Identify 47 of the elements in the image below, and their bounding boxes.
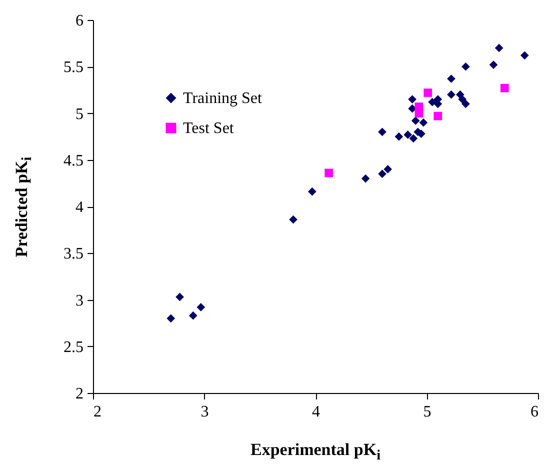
x-tick-label: 3 bbox=[200, 404, 209, 420]
point bbox=[384, 165, 392, 174]
legend-label: Training Set bbox=[183, 90, 263, 107]
y-tick-label: 3.5 bbox=[64, 246, 84, 263]
y-tick-label: 3 bbox=[76, 292, 84, 310]
point bbox=[361, 174, 370, 183]
point bbox=[196, 303, 206, 312]
x-axis-title: Experimental pK$_{i}$ bbox=[249, 440, 382, 464]
x-tick-label: 4 bbox=[312, 404, 320, 420]
x-tick-label: 6 bbox=[530, 404, 538, 420]
y-tick-label: 4 bbox=[76, 199, 84, 216]
point bbox=[188, 311, 198, 320]
y-tick-label: 5 bbox=[76, 106, 84, 123]
x-tick-label: 5 bbox=[423, 404, 432, 420]
y-tick-label: 6 bbox=[76, 12, 84, 30]
point bbox=[447, 90, 456, 99]
y-tick-label: 4.5 bbox=[64, 152, 84, 170]
point bbox=[378, 170, 386, 178]
point bbox=[458, 95, 467, 104]
point bbox=[428, 98, 436, 106]
point bbox=[411, 116, 420, 125]
point bbox=[434, 112, 442, 120]
point bbox=[409, 134, 418, 143]
point bbox=[289, 215, 298, 224]
point bbox=[520, 51, 529, 60]
point bbox=[176, 292, 184, 302]
y-tick-label: 5.5 bbox=[64, 59, 84, 76]
point bbox=[447, 74, 456, 83]
point bbox=[419, 118, 428, 127]
point bbox=[378, 128, 386, 136]
point bbox=[324, 168, 334, 178]
point bbox=[500, 84, 509, 92]
x-tick-label: 2 bbox=[94, 404, 102, 420]
point bbox=[462, 62, 470, 71]
y-tick-label: 2.5 bbox=[64, 338, 84, 356]
y-tick-label: 2 bbox=[76, 386, 84, 402]
point bbox=[424, 88, 432, 97]
point bbox=[494, 44, 504, 52]
legend-label: Test Set bbox=[183, 120, 234, 137]
point bbox=[414, 102, 424, 111]
point bbox=[308, 187, 316, 196]
point bbox=[166, 314, 176, 323]
point bbox=[408, 95, 416, 104]
point bbox=[462, 100, 470, 108]
point bbox=[394, 132, 404, 141]
point bbox=[489, 60, 498, 69]
point bbox=[404, 130, 412, 139]
